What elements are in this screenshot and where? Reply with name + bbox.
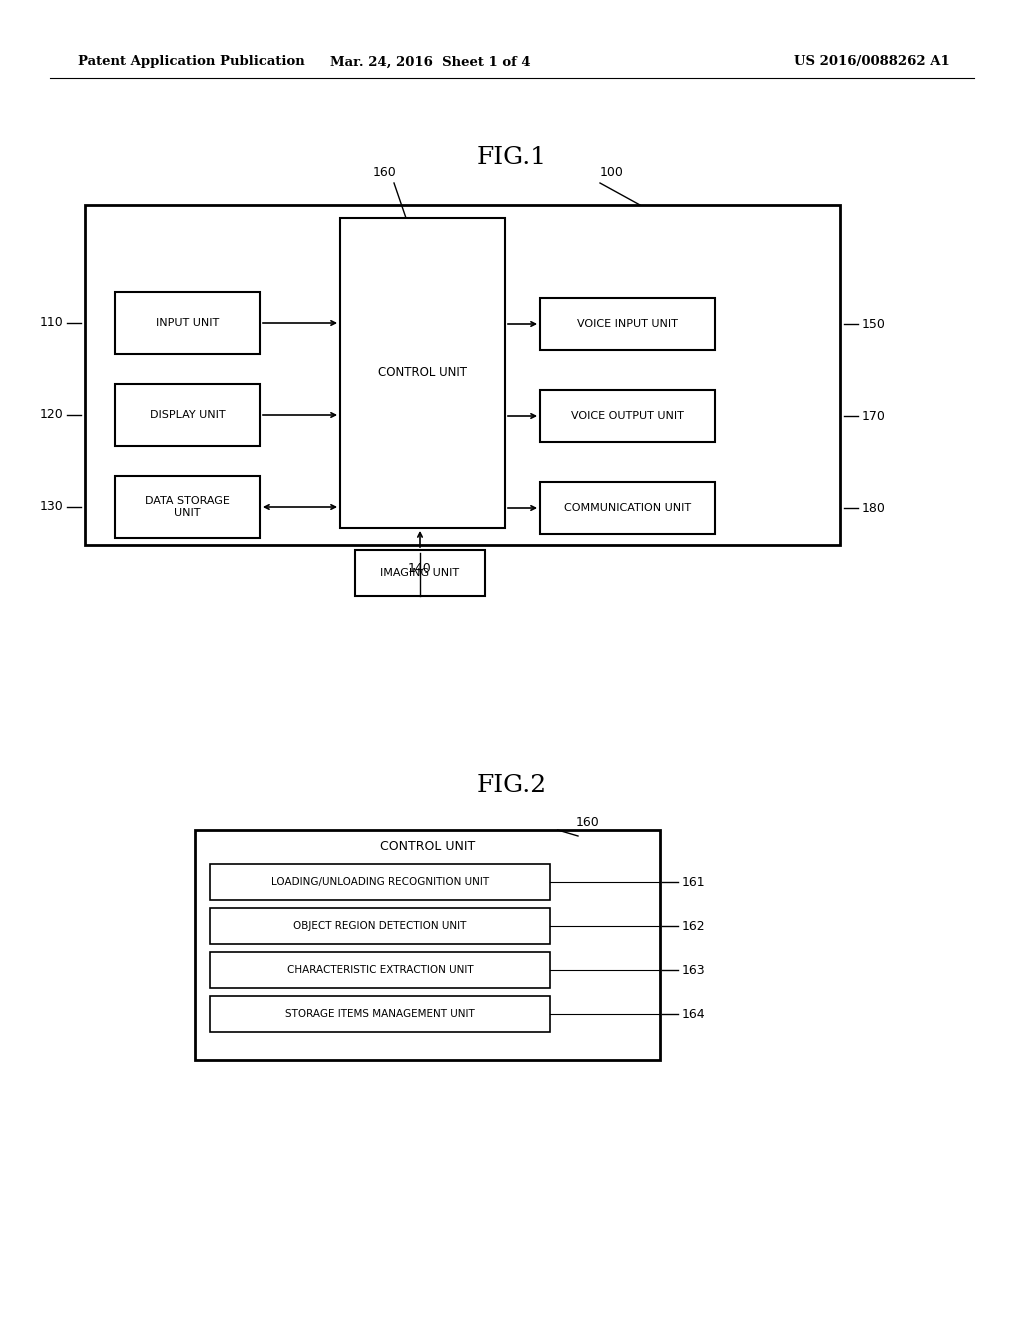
Text: Patent Application Publication: Patent Application Publication [78, 55, 305, 69]
Bar [195, 830, 660, 1060]
Bar [210, 997, 550, 1032]
Text: FIG.2: FIG.2 [477, 774, 547, 796]
Text: 162: 162 [682, 920, 706, 932]
Text: 163: 163 [682, 964, 706, 977]
Text: FIG.1: FIG.1 [477, 147, 547, 169]
Bar [210, 865, 550, 900]
Text: COMMUNICATION UNIT: COMMUNICATION UNIT [564, 503, 691, 513]
Bar [210, 952, 550, 987]
Text: 150: 150 [862, 318, 886, 330]
Text: 100: 100 [600, 166, 624, 180]
Text: CONTROL UNIT: CONTROL UNIT [378, 367, 467, 380]
Bar [210, 908, 550, 944]
Bar [540, 482, 715, 535]
Bar [115, 477, 260, 539]
Text: 164: 164 [682, 1007, 706, 1020]
Text: 110: 110 [39, 317, 63, 330]
Text: 160: 160 [373, 166, 397, 180]
Text: 130: 130 [39, 500, 63, 513]
Text: 120: 120 [39, 408, 63, 421]
Text: CHARACTERISTIC EXTRACTION UNIT: CHARACTERISTIC EXTRACTION UNIT [287, 965, 473, 975]
Text: INPUT UNIT: INPUT UNIT [156, 318, 219, 327]
Text: VOICE INPUT UNIT: VOICE INPUT UNIT [578, 319, 678, 329]
Text: US 2016/0088262 A1: US 2016/0088262 A1 [795, 55, 950, 69]
Text: DATA STORAGE
UNIT: DATA STORAGE UNIT [145, 496, 230, 517]
Text: LOADING/UNLOADING RECOGNITION UNIT: LOADING/UNLOADING RECOGNITION UNIT [271, 876, 489, 887]
Text: Mar. 24, 2016  Sheet 1 of 4: Mar. 24, 2016 Sheet 1 of 4 [330, 55, 530, 69]
Text: 161: 161 [682, 875, 706, 888]
Bar [340, 218, 505, 528]
Text: DISPLAY UNIT: DISPLAY UNIT [150, 411, 225, 420]
Text: 180: 180 [862, 502, 886, 515]
Text: VOICE OUTPUT UNIT: VOICE OUTPUT UNIT [571, 411, 684, 421]
Bar [355, 550, 485, 597]
Bar [85, 205, 840, 545]
Text: 170: 170 [862, 409, 886, 422]
Text: STORAGE ITEMS MANAGEMENT UNIT: STORAGE ITEMS MANAGEMENT UNIT [285, 1008, 475, 1019]
Bar [115, 292, 260, 354]
Text: IMAGING UNIT: IMAGING UNIT [381, 568, 460, 578]
Text: CONTROL UNIT: CONTROL UNIT [380, 841, 475, 854]
Text: OBJECT REGION DETECTION UNIT: OBJECT REGION DETECTION UNIT [293, 921, 467, 931]
Text: 140: 140 [409, 562, 432, 576]
Bar [115, 384, 260, 446]
Bar [540, 298, 715, 350]
Bar [540, 389, 715, 442]
Text: 160: 160 [577, 816, 600, 829]
